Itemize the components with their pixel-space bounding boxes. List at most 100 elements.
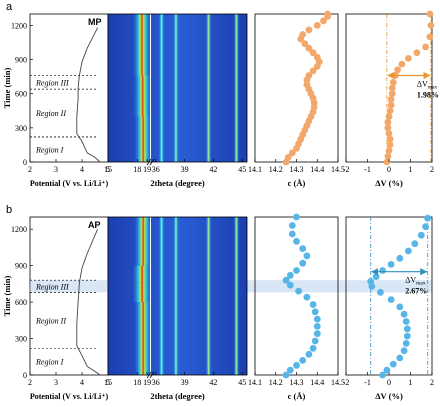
c-data-point bbox=[305, 72, 313, 79]
dv-data-point bbox=[383, 158, 391, 166]
c-data-point bbox=[324, 10, 331, 18]
x-axis-label: 2theta (degree) bbox=[150, 178, 205, 188]
x-axis-label: Potential (V vs. Li/Li⁺) bbox=[30, 392, 109, 401]
dv-max-symbol: ΔVmax bbox=[405, 276, 426, 287]
x-tick-label: 39 bbox=[181, 378, 189, 387]
x-tick-label: 45 bbox=[238, 165, 246, 174]
potential-axes-frame bbox=[29, 216, 109, 376]
c-data-point bbox=[293, 237, 300, 245]
dv-data-point bbox=[417, 231, 425, 239]
dv-data-point bbox=[387, 101, 395, 109]
c-data-point bbox=[286, 271, 294, 279]
c-data-point bbox=[284, 154, 292, 161]
dv-data-point bbox=[396, 303, 404, 311]
c-data-point bbox=[293, 267, 300, 274]
diffraction-peak-band bbox=[158, 217, 165, 375]
dv-data-point bbox=[387, 261, 395, 268]
dv-data-point bbox=[405, 247, 412, 255]
dv-data-point bbox=[400, 347, 408, 355]
x-tick-label: 1 bbox=[409, 165, 413, 174]
c-axes-frame bbox=[254, 13, 339, 163]
dv-data-point bbox=[426, 33, 434, 41]
potential-axes-frame bbox=[29, 13, 109, 163]
c-data-point bbox=[313, 323, 321, 330]
x-tick-label: 2 bbox=[430, 165, 434, 174]
diffraction-peak-band bbox=[205, 14, 212, 162]
y-tick-label: 0 bbox=[23, 158, 27, 167]
diffraction-peak-band bbox=[133, 75, 153, 117]
dv-data-point bbox=[385, 113, 393, 120]
dv-axes-frame bbox=[345, 216, 433, 376]
axis-break-gap bbox=[150, 217, 151, 375]
diffraction-peak-band bbox=[172, 14, 179, 162]
y-axis-label: Time (min) bbox=[2, 275, 12, 316]
y-tick-label: 900 bbox=[15, 262, 27, 271]
c-data-point bbox=[313, 330, 321, 338]
diffraction-peak-band bbox=[134, 302, 153, 375]
diffraction-peak-band bbox=[233, 14, 240, 162]
x-tick-label: 14.4 bbox=[310, 165, 324, 174]
dv-max-value: 2.67% bbox=[405, 287, 427, 296]
y-tick-label: 600 bbox=[15, 90, 27, 99]
x-tick-label: 14.3 bbox=[290, 378, 304, 387]
x-tick-label: 0 bbox=[387, 165, 391, 174]
dv-data-point bbox=[424, 214, 432, 222]
c-data-point bbox=[311, 337, 319, 345]
x-tick-label: 4 bbox=[80, 378, 84, 387]
diffraction-peak-band bbox=[158, 14, 165, 162]
dv-data-point bbox=[388, 84, 396, 92]
panel-letter-a: a bbox=[6, 1, 13, 13]
x-tick-label: 45 bbox=[238, 378, 246, 387]
c-data-point bbox=[286, 366, 294, 374]
c-data-point bbox=[313, 315, 321, 323]
c-data-point bbox=[309, 301, 317, 308]
x-tick-label: 42 bbox=[209, 378, 217, 387]
diffraction-peak-band bbox=[132, 14, 152, 60]
x-tick-label: 15 bbox=[104, 165, 112, 174]
dv-data-point bbox=[387, 296, 395, 303]
dv-data-point bbox=[386, 107, 394, 115]
dv-data-point bbox=[411, 240, 419, 248]
x-tick-label: 18 bbox=[133, 378, 141, 387]
c-data-point bbox=[288, 149, 296, 157]
dv-data-point bbox=[427, 22, 435, 29]
dv-max-subscript: max bbox=[416, 281, 426, 287]
axis-break-mark bbox=[146, 158, 155, 166]
dv-data-point bbox=[400, 310, 408, 318]
dv-data-point bbox=[394, 66, 401, 74]
dv-data-point bbox=[387, 96, 395, 103]
x-tick-label: 14.2 bbox=[269, 165, 283, 174]
c-data-point bbox=[282, 371, 290, 379]
sample-label: AP bbox=[88, 220, 101, 230]
x-tick-label: 14.1 bbox=[248, 165, 262, 174]
heatmap-frame bbox=[107, 13, 248, 163]
x-tick-label: 2 bbox=[28, 165, 32, 174]
y-tick-label: 300 bbox=[15, 124, 27, 133]
dv-data-point bbox=[403, 325, 411, 333]
dv-data-point bbox=[422, 43, 429, 51]
c-data-point bbox=[320, 17, 327, 25]
c-data-point bbox=[305, 44, 313, 52]
region-label: Region III bbox=[35, 78, 69, 87]
x-tick-label: 2 bbox=[28, 378, 32, 387]
y-tick-label: 300 bbox=[15, 335, 27, 344]
x-axis-label: 2theta (degree) bbox=[150, 391, 205, 401]
c-data-point bbox=[309, 67, 317, 75]
diffraction-peak-band bbox=[172, 217, 179, 375]
c-data-point bbox=[286, 281, 294, 289]
dv-data-point bbox=[389, 360, 397, 368]
c-data-point bbox=[293, 213, 300, 221]
x-tick-label: 14.5 bbox=[331, 378, 345, 387]
panel-letter-b: b bbox=[6, 204, 12, 216]
c-data-point bbox=[303, 293, 311, 301]
potential-curve bbox=[76, 27, 101, 163]
dv-data-point bbox=[386, 141, 394, 149]
dv-data-point bbox=[384, 152, 392, 160]
x-tick-label: 14.5 bbox=[331, 165, 345, 174]
x-tick-label: 3 bbox=[54, 378, 58, 387]
dv-max-value: 1.98% bbox=[417, 90, 439, 99]
c-data-point bbox=[309, 344, 317, 352]
x-axis-label: ΔV (%) bbox=[375, 178, 403, 188]
c-data-point bbox=[311, 308, 319, 316]
x-tick-label: 3 bbox=[54, 165, 58, 174]
